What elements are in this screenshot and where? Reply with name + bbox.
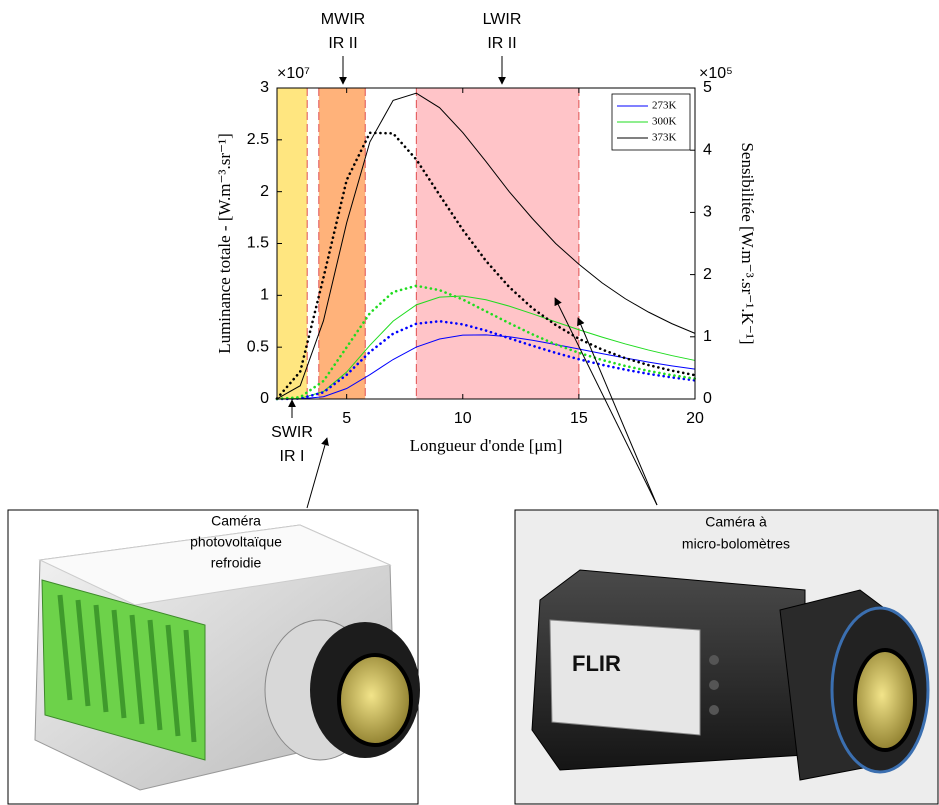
x-tick-label: 10	[454, 410, 472, 427]
y-tick-label: 2	[260, 183, 269, 200]
legend-label: 273K	[652, 100, 677, 112]
y2-tick-label: 1	[703, 328, 712, 345]
photo-panel	[7, 509, 420, 805]
photo-caption: Caméra à	[705, 514, 767, 530]
photo-caption: micro-bolomètres	[682, 536, 790, 552]
y2-tick-label: 0	[703, 390, 712, 407]
y2-tick-label: 3	[703, 204, 712, 221]
brand-logo: FLIR	[572, 651, 621, 676]
sensitivity-line	[275, 319, 697, 401]
band-label: SWIR	[271, 424, 313, 441]
x-tick-label: 5	[342, 410, 351, 427]
y2-axis-label: Sensibilitée [W.m⁻³.sr⁻¹.K⁻¹]	[738, 142, 757, 344]
y-tick-label: 3	[260, 79, 269, 96]
y2-tick-label: 5	[703, 79, 712, 96]
y-tick-label: 2.5	[247, 131, 269, 148]
pointer	[554, 297, 658, 506]
y-tick-label: 1	[260, 287, 269, 304]
band-label: MWIR	[321, 11, 365, 28]
y2-tick-label: 4	[703, 141, 712, 158]
radiance-line	[276, 92, 696, 400]
sensitivity-line	[275, 284, 697, 401]
photo-caption: photovoltaïque	[190, 534, 282, 550]
legend-label: 373K	[652, 132, 677, 144]
y-tick-label: 1.5	[247, 235, 269, 252]
radiance-line	[276, 295, 696, 400]
photo-caption: refroidie	[211, 555, 262, 571]
photo-caption: Caméra	[211, 513, 261, 529]
band	[416, 88, 579, 399]
y2-exponent: ×10⁵	[699, 65, 733, 82]
y-exponent: ×10⁷	[277, 65, 310, 82]
y-tick-label: 0	[260, 390, 269, 407]
y-tick-label: 0.5	[247, 338, 269, 355]
band	[277, 88, 308, 399]
x-axis-label: Longueur d'onde [μm]	[410, 436, 563, 455]
band-label: IR II	[328, 35, 357, 52]
y-axis-label: Luminance totale - [W.m⁻³.sr⁻¹]	[215, 133, 234, 354]
band-label: LWIR	[483, 11, 522, 28]
photo-panel	[514, 509, 939, 805]
plot-area: 5 10 15 20 0 0.5 1 1.5 2 2.5 3 0 1 2 3 4 5 ×10⁷ ×10⁵ Longue…	[215, 65, 757, 455]
band-label: IR II	[487, 35, 516, 52]
legend-label: 300K	[652, 116, 677, 128]
band-label: IR I	[280, 448, 305, 465]
x-tick-label: 15	[570, 410, 588, 427]
pointer	[306, 437, 329, 509]
x-tick-label: 20	[686, 410, 704, 427]
y2-tick-label: 2	[703, 266, 712, 283]
pointer	[577, 317, 658, 506]
